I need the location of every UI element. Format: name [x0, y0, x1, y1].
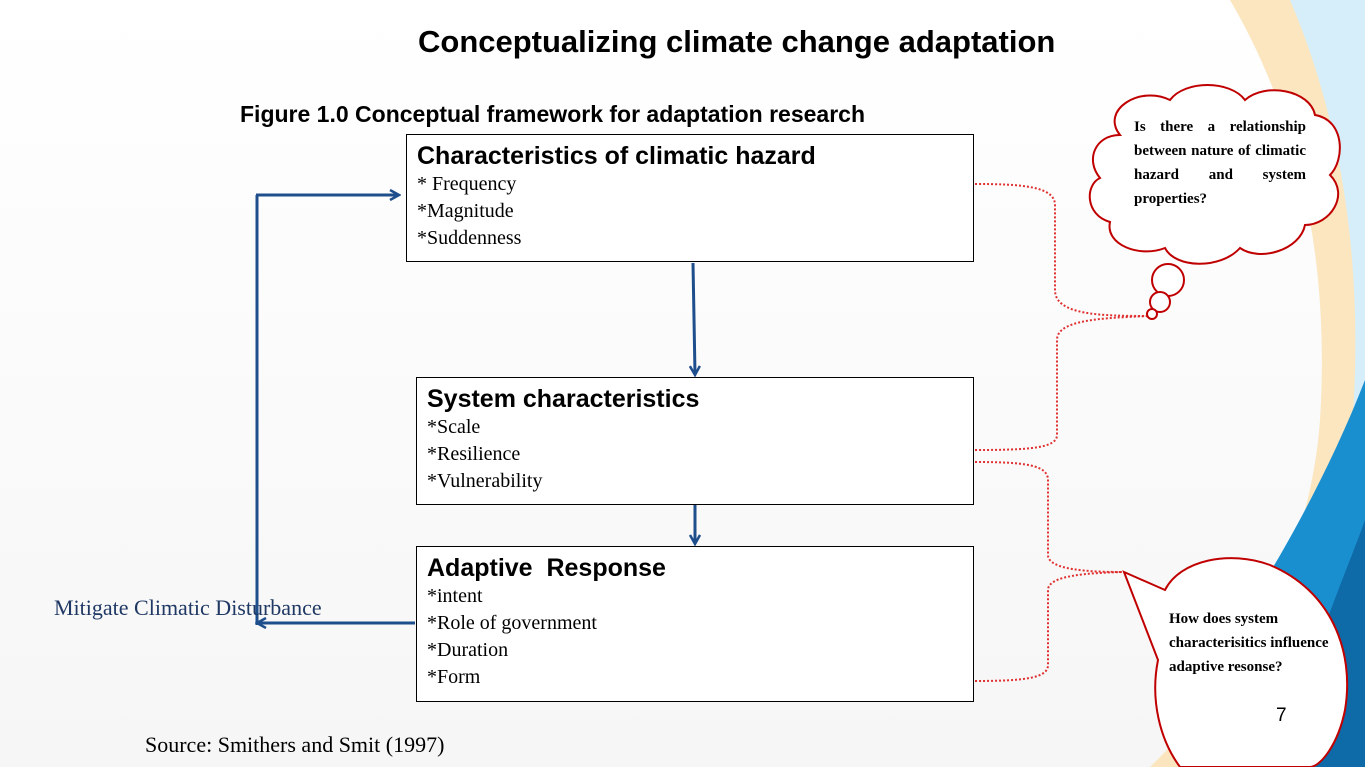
adaptive-item: *intent: [427, 585, 483, 607]
box-climatic-hazard: Characteristics of climatic hazard * Fre…: [406, 134, 974, 262]
hazard-title: Characteristics of climatic hazard: [417, 142, 816, 170]
adaptive-item: *Duration: [427, 639, 509, 661]
speech-callout-text: How does system characterisitics influen…: [1169, 611, 1329, 675]
thought-cloud: [1088, 84, 1341, 320]
figure-caption: Figure 1.0 Conceptual framework for adap…: [240, 101, 865, 127]
feedback-label: Mitigate Climatic Disturbance: [54, 595, 322, 620]
dotted-bracket-upper: [974, 183, 1151, 451]
adaptive-item: *Role of government: [427, 612, 597, 634]
slide-title: Conceptualizing climate change adaptatio…: [418, 24, 1056, 59]
system-title: System characteristics: [427, 385, 700, 413]
hazard-item: *Magnitude: [417, 200, 514, 222]
system-item: *Vulnerability: [427, 470, 543, 492]
adaptive-item: *Form: [427, 666, 481, 688]
adaptive-title: Adaptive Response: [427, 554, 666, 582]
arrow-hazard-to-system: [693, 262, 695, 374]
source-citation: Source: Smithers and Smit (1997): [145, 732, 445, 757]
hazard-item: * Frequency: [417, 173, 517, 195]
dotted-bracket-lower: [974, 461, 1123, 682]
hazard-item: *Suddenness: [417, 227, 522, 249]
system-item: *Scale: [427, 416, 481, 438]
page-number: 7: [1276, 705, 1287, 726]
speech-callout: [1122, 557, 1349, 767]
box-system-characteristics: System characteristics *Scale *Resilienc…: [416, 377, 974, 505]
box-adaptive-response: Adaptive Response *intent *Role of gover…: [416, 546, 974, 702]
thought-cloud-text: Is there a relationship between nature o…: [1134, 119, 1306, 207]
system-item: *Resilience: [427, 443, 521, 465]
